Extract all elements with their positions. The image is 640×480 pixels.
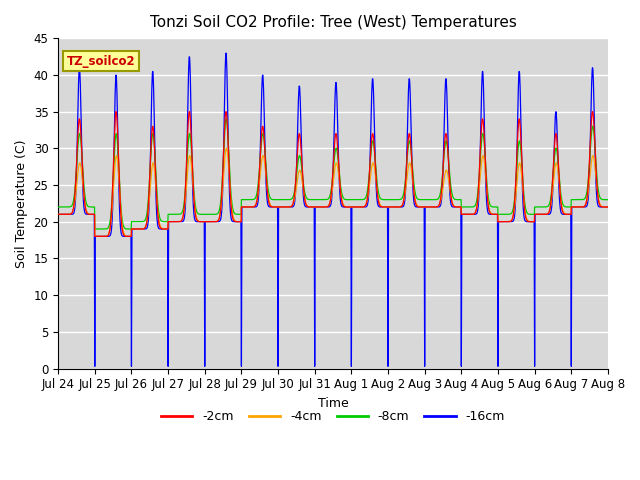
Title: Tonzi Soil CO2 Profile: Tree (West) Temperatures: Tonzi Soil CO2 Profile: Tree (West) Temp… <box>150 15 516 30</box>
Text: TZ_soilco2: TZ_soilco2 <box>67 55 135 68</box>
Legend: -2cm, -4cm, -8cm, -16cm: -2cm, -4cm, -8cm, -16cm <box>156 406 510 428</box>
X-axis label: Time: Time <box>317 397 348 410</box>
Y-axis label: Soil Temperature (C): Soil Temperature (C) <box>15 139 28 267</box>
